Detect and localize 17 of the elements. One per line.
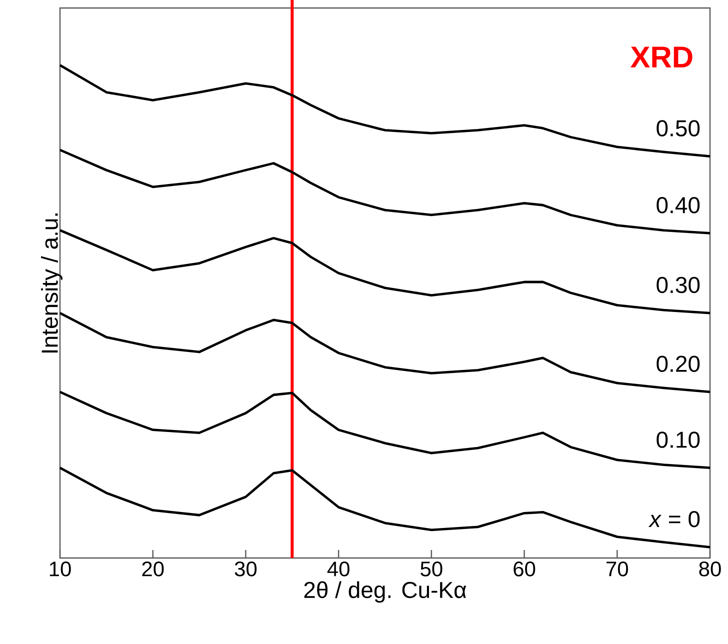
series-label: 0.10 <box>656 432 700 448</box>
series-label: 0.30 <box>656 276 700 294</box>
series-label: x = 0 <box>648 510 700 528</box>
series-label: 0.40 <box>656 197 700 214</box>
y-axis-title: Intensity / a.u. <box>41 214 62 352</box>
x-tick-label: 40 <box>327 562 350 576</box>
series-label: 0.20 <box>656 356 700 372</box>
series-label: 0.50 <box>656 120 700 136</box>
x-tick-label: 30 <box>234 562 257 576</box>
x-tick-label: 70 <box>606 562 628 576</box>
x-tick-label: 20 <box>142 562 164 576</box>
x-tick-label: 80 <box>699 562 721 576</box>
x-axis-title: 2θ / deg. Cu-Kα <box>304 581 466 603</box>
x-tick-label: 60 <box>514 562 536 576</box>
x-tick-label: 50 <box>420 562 442 576</box>
chart-title: XRD <box>630 46 692 68</box>
x-tick-label: 10 <box>50 562 71 576</box>
